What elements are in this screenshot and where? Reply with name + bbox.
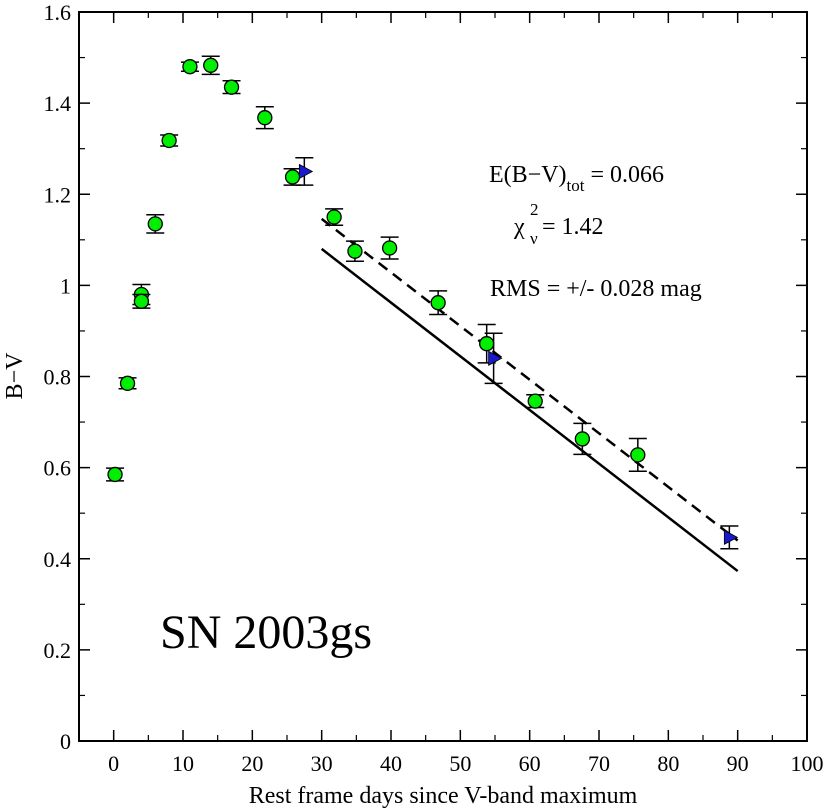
ebv-annotation: E(B−V)tot = 0.066 [489, 162, 664, 195]
ebv-value: = 0.066 [584, 162, 664, 188]
y-axis-title: B−V [2, 352, 28, 400]
circle-marker [182, 59, 198, 75]
data-point [106, 466, 125, 483]
x-tick-label: 50 [449, 751, 471, 776]
chi-symbol: χ [513, 214, 525, 240]
chi-value: = 1.42 [542, 214, 604, 240]
object-label: SN 2003gs [160, 606, 372, 659]
data-point [720, 525, 739, 550]
data-point [628, 437, 647, 473]
axis-ticks [78, 11, 808, 742]
dashed-fit-line [320, 217, 739, 542]
x-tick-label: 0 [108, 751, 119, 776]
x-axis-title: Rest frame days since V-band maximum [249, 783, 638, 809]
data-point [146, 214, 165, 234]
circle-marker [223, 79, 240, 95]
x-tick-label: 40 [380, 751, 402, 776]
triangle-marker [298, 163, 314, 180]
data-point [345, 240, 364, 262]
y-tick-label: 0.4 [44, 547, 72, 572]
circle-marker [326, 209, 342, 225]
x-tick-label: 60 [519, 751, 541, 776]
circle-marker [107, 466, 123, 483]
y-tick-label: 1.4 [44, 91, 72, 116]
data-point [295, 157, 314, 186]
data-point [283, 167, 302, 186]
x-tick-label: 30 [311, 751, 333, 776]
fit-lines [320, 217, 739, 573]
triangle-marker [723, 529, 739, 546]
data-point [118, 375, 137, 391]
x-tick-label: 100 [791, 751, 824, 776]
chi-superscript: 2 [530, 200, 539, 219]
circle-marker [574, 431, 591, 447]
ebv-subscript: tot [567, 176, 585, 195]
circle-marker [347, 243, 363, 259]
ebv-main: E(B−V) [489, 162, 567, 188]
data-point [255, 106, 274, 130]
y-tick-label: 0.8 [44, 365, 72, 390]
circle-marker [430, 295, 446, 311]
circle-marker [381, 240, 398, 256]
triangle-marker [488, 350, 503, 366]
circle-marker [284, 169, 301, 185]
data-point [429, 290, 448, 316]
data-point [180, 59, 199, 75]
data-point [160, 132, 179, 149]
circle-marker [161, 132, 177, 149]
rms-annotation: RMS = +/- 0.028 mag [490, 276, 702, 302]
circle-marker [257, 110, 273, 126]
chi-subscript: ν [530, 229, 538, 248]
y-tick-label: 0.2 [44, 638, 72, 663]
circle-marker [147, 216, 163, 232]
y-tick-label: 1.6 [44, 0, 72, 25]
data-point [380, 236, 399, 260]
y-tick-label: 0.6 [44, 456, 72, 481]
circle-marker [527, 393, 543, 409]
x-tick-label: 80 [657, 751, 679, 776]
data-point [526, 393, 545, 409]
data-points [106, 55, 739, 550]
circle-marker [133, 293, 150, 309]
solid-fit-line [320, 247, 739, 573]
x-tick-label: 20 [241, 751, 263, 776]
circle-marker [119, 375, 136, 391]
data-point [573, 422, 592, 456]
data-point [484, 332, 503, 385]
x-tick-label: 70 [588, 751, 610, 776]
x-tick-label: 90 [727, 751, 749, 776]
data-point [325, 208, 344, 226]
circle-marker [630, 447, 646, 463]
y-tick-label: 1 [60, 273, 71, 298]
circle-marker [479, 336, 495, 352]
x-tick-label: 10 [172, 751, 194, 776]
y-tick-label: 0 [60, 729, 71, 754]
y-tick-label: 1.2 [44, 182, 72, 207]
tick-labels: 0 10 20 30 40 50 60 70 80 90 100 0 0.2 0.4 0.6 0.8 1 1.2 1… [44, 0, 824, 776]
circle-marker [203, 57, 219, 73]
data-point [222, 79, 241, 95]
data-point [132, 293, 151, 309]
data-point [201, 55, 220, 76]
